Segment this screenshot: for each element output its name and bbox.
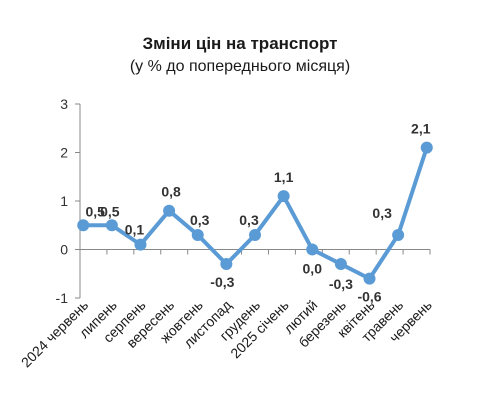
data-label: 0,3 <box>239 212 259 228</box>
data-label: 0,5 <box>100 203 120 219</box>
data-label: 0,5 <box>85 203 105 219</box>
data-label: 0,3 <box>372 205 392 221</box>
data-label: 0,1 <box>125 222 145 238</box>
y-tick-label: 2 <box>60 145 68 161</box>
data-point <box>249 228 261 241</box>
data-point <box>363 272 376 285</box>
data-label: 0,0 <box>303 261 323 277</box>
data-point <box>105 219 118 232</box>
data-label: 0,3 <box>190 212 210 228</box>
data-label: -0,3 <box>210 274 234 290</box>
data-point <box>334 258 347 271</box>
data-point <box>392 228 405 241</box>
data-point <box>306 243 319 256</box>
data-point <box>134 238 147 251</box>
y-tick-label: 0 <box>60 242 68 258</box>
data-point <box>77 219 90 232</box>
data-label: -0,3 <box>329 276 353 292</box>
data-label: 0,8 <box>161 184 181 200</box>
data-label: -0,6 <box>357 289 381 305</box>
data-point <box>277 190 290 203</box>
y-tick-label: 1 <box>60 193 68 209</box>
data-label: 1,1 <box>274 169 294 185</box>
data-label: 2,1 <box>411 121 431 137</box>
data-point <box>420 141 433 154</box>
chart-subtitle: (у % до попереднього місяця) <box>129 58 351 75</box>
chart-title: Зміни цін на транспорт <box>142 34 338 53</box>
data-point <box>163 204 176 217</box>
data-point <box>191 228 204 241</box>
y-tick-label: 3 <box>60 96 68 112</box>
y-tick-label: -1 <box>56 290 69 306</box>
data-point <box>220 258 233 271</box>
